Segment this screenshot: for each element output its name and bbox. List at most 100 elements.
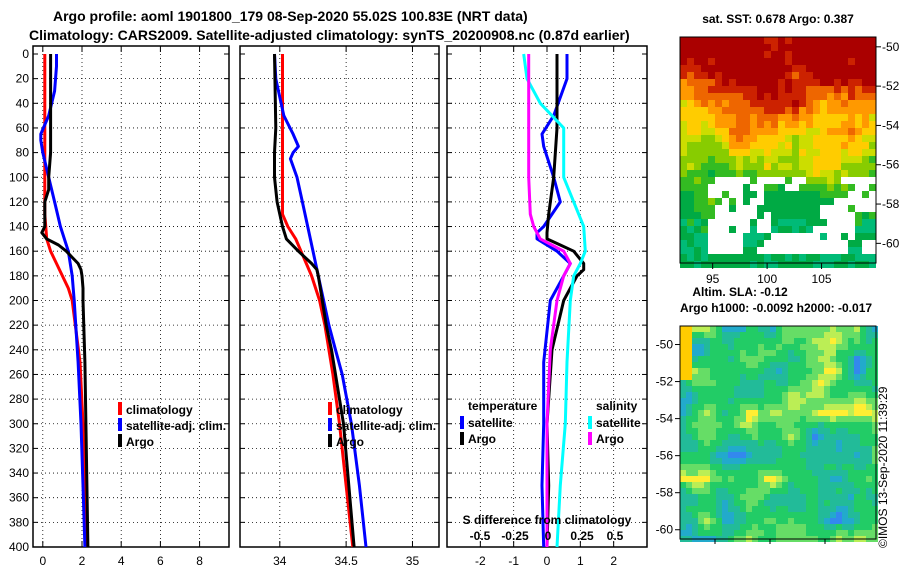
sst-cell <box>855 226 862 233</box>
panel-frame-1 <box>239 45 440 548</box>
sst-cell <box>680 247 687 254</box>
sla-cell <box>740 428 746 434</box>
sst-cell <box>715 170 722 177</box>
sla-cell <box>806 410 812 416</box>
sla-cell <box>788 446 794 452</box>
sst-cell <box>764 156 771 163</box>
sla-cell <box>788 332 794 338</box>
sst-cell <box>778 149 785 156</box>
sst-cell <box>680 65 687 72</box>
sla-cell <box>830 458 836 464</box>
sst-cell <box>785 254 792 261</box>
sla-cell <box>728 446 734 452</box>
sla-cell <box>752 344 758 350</box>
sst-cell <box>799 170 806 177</box>
sla-cell <box>776 446 782 452</box>
sst-cell <box>736 212 743 219</box>
sst-xtick-label: 105 <box>812 272 832 286</box>
sla-cell <box>872 512 878 518</box>
sst-cell <box>757 65 764 72</box>
sla-cell <box>782 476 788 482</box>
sla-cell <box>806 416 812 422</box>
sst-cell <box>701 198 708 205</box>
sst-cell <box>778 233 785 240</box>
sst-cell <box>708 93 715 100</box>
sst-cell <box>750 149 757 156</box>
sst-cell <box>771 205 778 212</box>
sla-cell <box>830 362 836 368</box>
sla-cell <box>818 404 824 410</box>
sla-cell <box>842 422 848 428</box>
sla-cell <box>746 530 752 536</box>
sla-cell <box>722 476 728 482</box>
sla-cell <box>728 404 734 410</box>
sla-cell <box>866 488 872 494</box>
sst-cell <box>855 142 862 149</box>
sst-cell <box>778 198 785 205</box>
sla-cell <box>716 464 722 470</box>
sst-cell <box>848 58 855 65</box>
sst-cell <box>813 135 820 142</box>
sla-cell <box>824 434 830 440</box>
sla-cell <box>836 380 842 386</box>
sla-cell <box>704 326 710 332</box>
sla-cell <box>686 368 692 374</box>
sst-cell <box>820 44 827 51</box>
sst-cell <box>757 72 764 79</box>
sst-cell <box>715 191 722 198</box>
sst-cell <box>722 205 729 212</box>
sla-cell <box>794 434 800 440</box>
sla-cell <box>740 416 746 422</box>
sst-cell <box>736 247 743 254</box>
sst-cell <box>848 142 855 149</box>
sla-cell <box>698 512 704 518</box>
sla-cell <box>782 392 788 398</box>
sst-cell <box>806 79 813 86</box>
sst-cell <box>799 37 806 44</box>
sla-cell <box>758 374 764 380</box>
sst-cell <box>827 121 834 128</box>
sla-cell <box>758 404 764 410</box>
sla-cell <box>728 500 734 506</box>
sla-cell <box>812 470 818 476</box>
sla-cell <box>704 452 710 458</box>
sla-cell <box>758 422 764 428</box>
sla-cell <box>824 500 830 506</box>
sla-cell <box>836 374 842 380</box>
sst-cell <box>687 163 694 170</box>
sla-cell <box>728 488 734 494</box>
sst-cell <box>806 128 813 135</box>
sst-cell <box>848 93 855 100</box>
sla-cell <box>824 470 830 476</box>
sst-cell <box>834 205 841 212</box>
sla-cell <box>698 344 704 350</box>
ytick-label: 20 <box>16 72 30 86</box>
sla-cell <box>722 392 728 398</box>
sla-cell <box>752 494 758 500</box>
sla-cell <box>722 440 728 446</box>
sla-cell <box>860 362 866 368</box>
sla-cell <box>692 518 698 524</box>
sst-cell <box>708 37 715 44</box>
sst-cell <box>687 254 694 261</box>
sst-cell <box>813 170 820 177</box>
sla-cell <box>842 494 848 500</box>
sst-cell <box>862 149 869 156</box>
sst-cell <box>785 51 792 58</box>
sla-cell <box>842 392 848 398</box>
sla-cell <box>716 356 722 362</box>
sla-cell <box>860 506 866 512</box>
sst-cell <box>862 184 869 191</box>
sla-cell <box>764 350 770 356</box>
sst-cell <box>750 247 757 254</box>
sla-cell <box>776 344 782 350</box>
sla-cell <box>776 374 782 380</box>
sla-cell <box>734 506 740 512</box>
sla-cell <box>854 470 860 476</box>
sla-cell <box>836 368 842 374</box>
sla-cell <box>854 428 860 434</box>
sla-cell <box>710 422 716 428</box>
sst-cell <box>862 156 869 163</box>
sla-cell <box>836 440 842 446</box>
sla-cell <box>830 416 836 422</box>
